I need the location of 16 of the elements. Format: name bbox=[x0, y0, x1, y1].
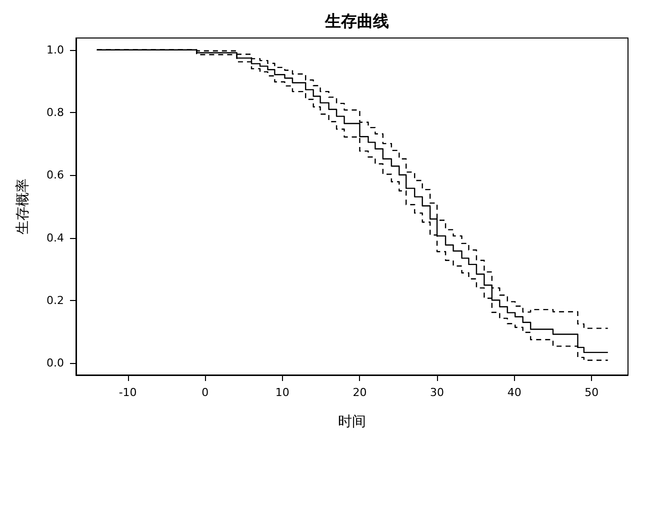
chart-title: 生存曲线 bbox=[324, 12, 389, 30]
y-tick-label: 0.8 bbox=[46, 106, 64, 120]
x-tick-label: 20 bbox=[352, 386, 367, 399]
y-tick-label: 1.0 bbox=[46, 43, 64, 56]
y-tick-label: 0.6 bbox=[46, 168, 64, 182]
y-tick-label: 0.4 bbox=[46, 231, 64, 244]
y-tick-label: 0.0 bbox=[46, 356, 64, 370]
x-tick-label: 50 bbox=[584, 386, 599, 399]
x-tick-label: 0 bbox=[202, 386, 209, 399]
x-tick-label: 10 bbox=[275, 386, 290, 399]
x-tick-label: -10 bbox=[118, 386, 137, 399]
y-tick-label: 0.2 bbox=[46, 294, 64, 307]
y-axis-title: 生存概率 bbox=[15, 178, 31, 234]
x-tick-label: 40 bbox=[507, 386, 522, 399]
x-axis-title: 时间 bbox=[338, 414, 366, 430]
x-tick-label: 30 bbox=[430, 386, 444, 399]
